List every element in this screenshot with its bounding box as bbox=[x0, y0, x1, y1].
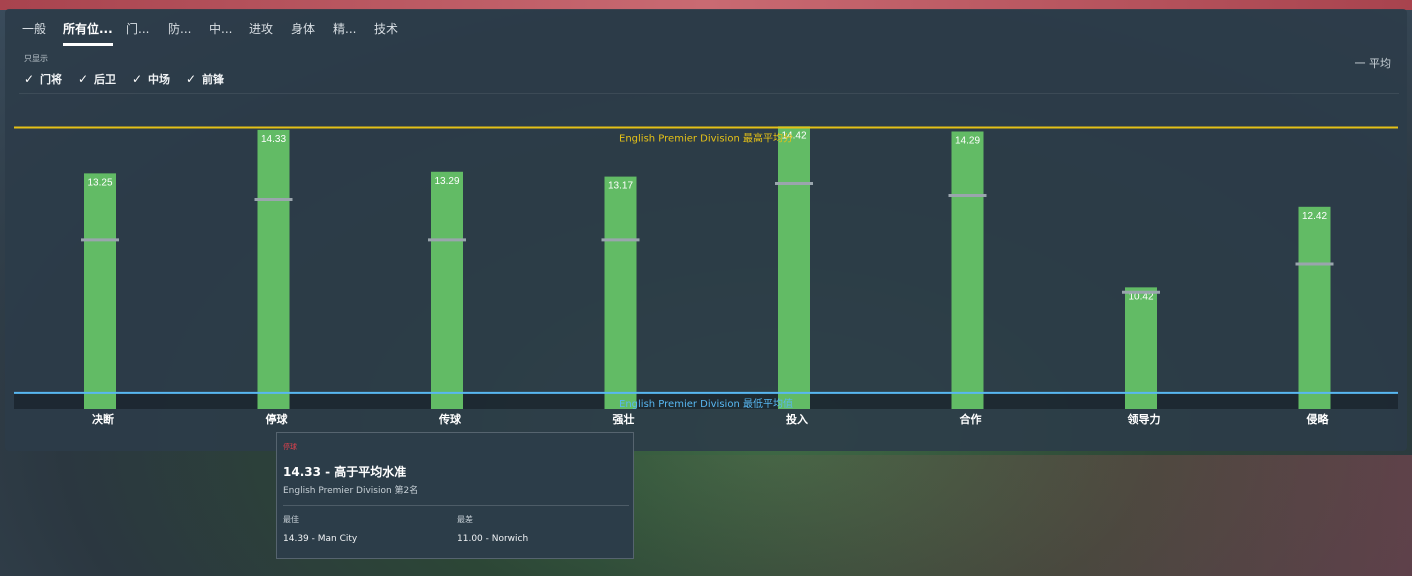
check-icon: ✓ bbox=[132, 72, 143, 86]
filter-midfielders[interactable]: ✓ 中场 bbox=[132, 72, 170, 86]
axis-band bbox=[14, 392, 1398, 409]
tab-all-positions[interactable]: 所有位... bbox=[63, 21, 113, 46]
bar-0 bbox=[84, 173, 116, 409]
bar-value-label: 12.42 bbox=[1302, 211, 1327, 222]
tab-physical[interactable]: 身体 bbox=[291, 22, 316, 36]
bar-1 bbox=[257, 129, 290, 409]
tooltip-worst-label: 最差 bbox=[457, 515, 473, 524]
bar-value-label: 10.42 bbox=[1128, 291, 1153, 302]
category-tick-label: 决断 bbox=[92, 412, 114, 426]
tab-technical[interactable]: 技术 bbox=[374, 22, 399, 36]
reference-label-lowest: English Premier Division 最低平均值 bbox=[619, 397, 793, 410]
bar-7 bbox=[1298, 206, 1331, 409]
tab-goalkeeping[interactable]: 门... bbox=[126, 22, 150, 36]
filter-goalkeepers[interactable]: ✓ 门将 bbox=[24, 72, 62, 86]
tooltip-divider bbox=[283, 505, 629, 506]
bar-value-label: 13.17 bbox=[608, 181, 633, 192]
category-tick-label: 停球 bbox=[266, 412, 289, 426]
tooltip-best-label: 最佳 bbox=[283, 515, 299, 524]
category-tick-label: 领导力 bbox=[1127, 412, 1161, 426]
bar-2 bbox=[431, 171, 463, 409]
tab-attacking[interactable]: 进攻 bbox=[249, 22, 274, 36]
check-icon: ✓ bbox=[186, 72, 197, 86]
bar-value-label: 14.33 bbox=[261, 134, 286, 145]
category-tick-label: 传球 bbox=[438, 412, 462, 426]
category-tick-label: 强壮 bbox=[613, 412, 635, 426]
background-tint bbox=[600, 455, 1412, 576]
bar-value-label: 13.29 bbox=[434, 176, 459, 187]
tooltip-category: 停球 bbox=[283, 443, 297, 451]
attribute-bar-chart: 13.25 决断 14.33 停球 13.29 传球 13.17 强壮 14.42 投入 14.29… bbox=[14, 126, 1398, 426]
bar-value-label: 14.29 bbox=[955, 135, 980, 146]
bar-tooltip: 停球 14.33 - 高于平均水准 English Premier Divisi… bbox=[276, 432, 634, 559]
bar-6 bbox=[1125, 287, 1157, 409]
filter-forwards[interactable]: ✓ 前锋 bbox=[186, 72, 224, 86]
stats-panel: 一般 所有位... 门... 防... 中... 进攻 身体 精... 技术 只… bbox=[5, 9, 1407, 451]
legend-average: 一 平均 bbox=[1354, 57, 1392, 70]
tooltip-best-value: 14.39 - Man City bbox=[283, 534, 358, 544]
tooltip-headline: 14.33 - 高于平均水准 bbox=[283, 465, 407, 479]
tooltip-worst-value: 11.00 - Norwich bbox=[457, 534, 529, 544]
tab-mental[interactable]: 精... bbox=[333, 22, 357, 36]
filter-defenders[interactable]: ✓ 后卫 bbox=[78, 72, 116, 86]
bar-3 bbox=[604, 176, 637, 409]
bar-5 bbox=[951, 131, 984, 409]
reference-label-highest: English Premier Division 最高平均分 bbox=[619, 131, 793, 144]
background-top-band bbox=[0, 0, 1412, 10]
bar-value-label: 13.25 bbox=[87, 177, 112, 188]
bar-4 bbox=[778, 126, 810, 409]
filter-label: 只显示 bbox=[24, 54, 48, 63]
tab-midfield[interactable]: 中... bbox=[209, 22, 233, 36]
check-icon: ✓ bbox=[24, 72, 35, 86]
bar-value-label: 14.42 bbox=[781, 130, 806, 141]
tab-general[interactable]: 一般 bbox=[22, 22, 47, 36]
check-icon: ✓ bbox=[78, 72, 89, 86]
category-tick-label: 投入 bbox=[786, 412, 808, 426]
divider bbox=[19, 93, 1399, 94]
tab-defending[interactable]: 防... bbox=[168, 22, 192, 36]
category-tick-label: 侵略 bbox=[1306, 412, 1330, 426]
category-tick-label: 合作 bbox=[960, 412, 982, 426]
tooltip-rank: English Premier Division 第2名 bbox=[283, 486, 419, 496]
